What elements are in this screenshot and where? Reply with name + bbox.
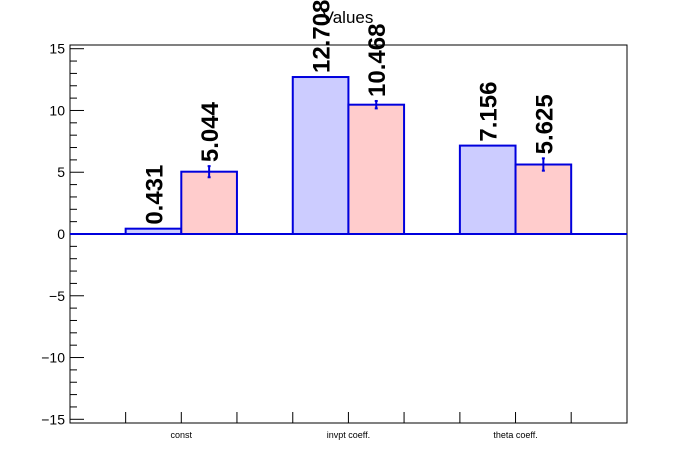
y-tick-label: 10 [49,102,65,118]
chart-title: Values [323,8,374,27]
data-label: 7.156 [476,82,503,142]
x-category-label: const [171,430,193,440]
y-tick-label: 15 [49,41,65,57]
y-tick-label: −15 [41,411,65,427]
data-label: 0.431 [141,165,168,225]
x-category-label: theta coeff. [493,430,537,440]
bar [514,163,573,235]
bar [180,170,238,235]
bar [458,144,517,235]
y-tick-label: 5 [57,164,65,180]
y-tick-label: 0 [57,226,65,242]
y-tick-label: −10 [41,350,65,366]
y-tick-label: −5 [49,288,65,304]
data-label: 10.468 [364,24,391,97]
bar [347,103,406,236]
x-category-label: invpt coeff. [327,430,370,440]
data-label: 5.044 [197,101,224,162]
data-label: 12.708 [309,0,336,73]
data-label: 5.625 [531,94,558,154]
bar [291,76,350,235]
